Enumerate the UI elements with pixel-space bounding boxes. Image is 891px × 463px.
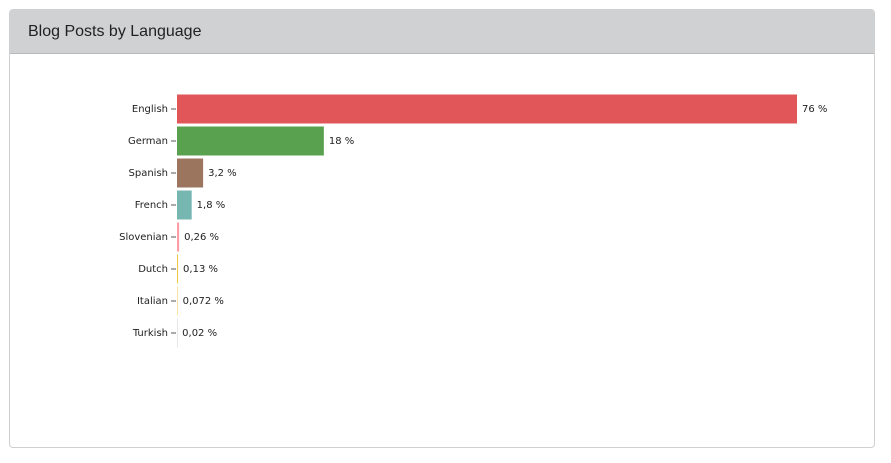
value-label: 0,13 % — [183, 264, 218, 275]
card-header: Blog Posts by Language — [10, 10, 874, 54]
bar — [177, 318, 178, 348]
category-label: Spanish — [129, 168, 169, 179]
chart-title: Blog Posts by Language — [28, 23, 202, 40]
bar — [177, 254, 179, 284]
value-label: 1,8 % — [197, 200, 226, 211]
value-label: 0,26 % — [184, 232, 219, 243]
category-label: Slovenian — [119, 232, 168, 243]
bar — [177, 94, 797, 124]
value-label: 76 % — [802, 104, 827, 115]
bar — [177, 222, 180, 252]
category-label: Italian — [137, 296, 168, 307]
value-label: 3,2 % — [208, 168, 237, 179]
bar — [177, 190, 192, 220]
value-label: 0,02 % — [182, 328, 217, 339]
bar — [177, 286, 178, 316]
category-label: German — [128, 136, 168, 147]
value-label: 0,072 % — [183, 296, 224, 307]
category-label: Turkish — [132, 328, 168, 339]
category-label: Dutch — [138, 264, 168, 275]
value-label: 18 % — [329, 136, 354, 147]
category-label: English — [132, 104, 168, 115]
bar — [177, 126, 324, 156]
bar — [177, 158, 204, 188]
card: Blog Posts by Language — [9, 9, 875, 448]
category-label: French — [135, 200, 168, 211]
